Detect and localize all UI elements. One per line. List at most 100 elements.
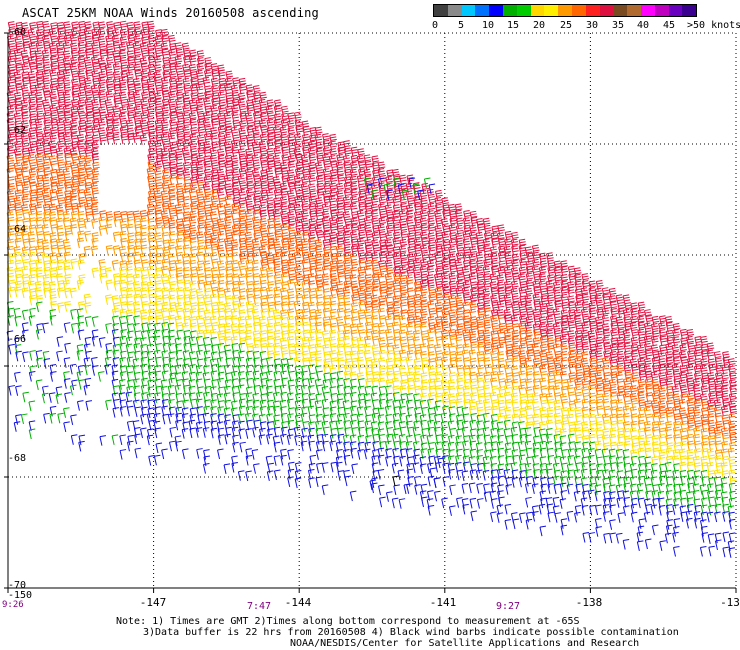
- wind-barb: [105, 322, 112, 334]
- wind-barb: [428, 392, 436, 403]
- wind-barb: [329, 329, 337, 341]
- wind-barb: [244, 231, 253, 243]
- wind-barb: [85, 105, 93, 117]
- wind-barb: [140, 70, 149, 81]
- wind-barb: [119, 406, 127, 417]
- wind-barb: [105, 279, 113, 291]
- legend-swatch: [558, 5, 572, 16]
- wind-barb: [35, 328, 43, 340]
- wind-barb: [630, 483, 637, 495]
- wind-barb: [419, 399, 427, 411]
- wind-barb: [27, 132, 36, 144]
- wind-barb: [28, 98, 36, 110]
- wind-barb: [98, 337, 106, 348]
- wind-barb: [155, 112, 164, 124]
- wind-barb: [721, 372, 729, 383]
- wind-barb: [78, 223, 86, 235]
- wind-barb: [21, 77, 30, 89]
- wind-barb: [63, 84, 72, 95]
- wind-barb: [56, 84, 64, 96]
- wind-barb: [315, 218, 324, 230]
- wind-barb: [78, 112, 87, 123]
- wind-barb: [267, 112, 275, 123]
- wind-barb: [111, 126, 120, 138]
- wind-barb: [356, 155, 365, 166]
- wind-barb: [405, 190, 414, 201]
- wind-barb: [160, 28, 169, 40]
- wind-barb: [224, 120, 233, 132]
- wind-barb: [224, 385, 231, 397]
- wind-barb: [260, 126, 269, 137]
- wind-barb: [385, 399, 393, 410]
- wind-barb: [169, 141, 177, 153]
- wind-barb: [301, 308, 309, 320]
- wind-barb: [596, 463, 603, 475]
- wind-barb: [7, 315, 14, 326]
- wind-barb: [160, 133, 169, 145]
- wind-barb: [57, 302, 65, 313]
- wind-barb: [56, 336, 64, 347]
- wind-barb: [237, 175, 246, 186]
- wind-barb: [279, 196, 288, 207]
- wind-barb: [246, 386, 253, 397]
- wind-barb: [420, 392, 428, 404]
- wind-barb: [190, 357, 197, 369]
- wind-barb: [651, 463, 658, 474]
- wind-barb: [239, 182, 247, 193]
- wind-barb: [252, 413, 259, 425]
- wind-barb: [175, 91, 184, 103]
- wind-barb: [189, 133, 198, 145]
- wind-barb: [392, 295, 401, 306]
- wind-barb: [147, 386, 155, 397]
- wind-barb: [470, 510, 477, 522]
- wind-barb: [105, 71, 114, 82]
- wind-barb: [189, 210, 198, 222]
- wind-barb: [183, 301, 191, 312]
- wind-barb: [162, 140, 170, 152]
- wind-barb: [119, 308, 127, 320]
- time-label: 7:47: [246, 601, 272, 612]
- wind-barb: [238, 77, 247, 89]
- wind-barb: [442, 405, 449, 417]
- wind-barb: [364, 321, 373, 333]
- wind-barb: [118, 43, 127, 54]
- wind-barb: [337, 146, 346, 158]
- wind-barb: [70, 210, 78, 222]
- wind-barb: [266, 470, 274, 481]
- wind-barb: [211, 92, 219, 103]
- note-line: 3)Data buffer is 22 hrs from 20160508 4)…: [143, 627, 679, 638]
- wind-barb: [112, 344, 120, 355]
- wind-barb: [14, 28, 23, 40]
- wind-barb: [133, 48, 142, 60]
- wind-barb: [287, 461, 295, 473]
- wind-barb: [217, 273, 225, 284]
- wind-barb: [21, 35, 30, 47]
- wind-barb: [287, 476, 294, 488]
- wind-barb: [125, 280, 134, 291]
- wind-barb: [385, 224, 394, 236]
- wind-barb: [300, 154, 309, 165]
- wind-barb: [581, 301, 590, 312]
- wind-barb: [50, 62, 58, 74]
- wind-barb: [77, 230, 85, 242]
- wind-barb: [699, 484, 707, 495]
- wind-barb: [134, 98, 142, 110]
- wind-barb: [204, 105, 213, 117]
- wind-barb: [574, 420, 582, 432]
- wind-barb: [70, 132, 78, 144]
- wind-barb: [21, 140, 29, 151]
- wind-barb: [196, 154, 204, 166]
- wind-barb: [77, 63, 86, 74]
- wind-barb: [588, 448, 595, 459]
- wind-barb: [239, 392, 246, 404]
- wind-barb: [202, 336, 210, 348]
- wind-barb: [7, 133, 16, 145]
- wind-barb: [189, 407, 197, 419]
- wind-barb: [182, 77, 191, 89]
- wind-barb: [190, 77, 198, 89]
- wind-barb: [245, 189, 254, 200]
- wind-barb: [50, 35, 59, 47]
- wind-barb: [84, 120, 93, 131]
- wind-barb: [308, 421, 315, 433]
- wind-barb: [385, 231, 393, 243]
